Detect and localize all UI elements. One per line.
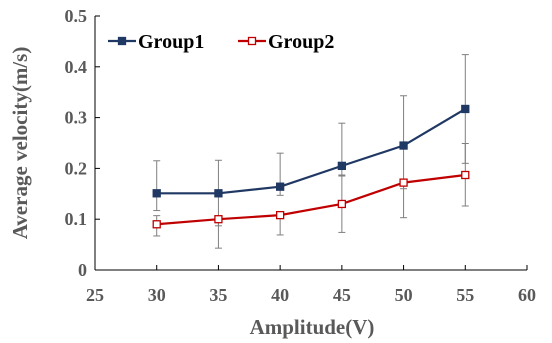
data-point xyxy=(461,170,470,180)
data-point xyxy=(275,210,285,220)
legend-label: Group1 xyxy=(138,31,204,53)
x-axis-title: Amplitude(V) xyxy=(250,315,375,339)
series-line-group1 xyxy=(156,108,466,195)
y-tick-label: 0.5 xyxy=(65,6,88,26)
legend-label: Group2 xyxy=(268,31,334,53)
y-tick-label: 0.1 xyxy=(65,209,88,229)
data-point xyxy=(214,189,223,198)
data-point xyxy=(152,189,161,198)
data-point xyxy=(275,182,285,191)
data-point xyxy=(337,199,347,209)
data-point xyxy=(399,178,408,187)
data-point xyxy=(152,220,161,229)
y-tick-label: 0.3 xyxy=(65,108,88,128)
data-point xyxy=(461,104,470,114)
x-tick-label: 40 xyxy=(271,285,289,305)
y-tick-label: 0.4 xyxy=(65,57,88,77)
x-tick-label: 45 xyxy=(333,285,351,305)
y-axis-title: Average velocity(m/s) xyxy=(8,47,32,240)
data-point xyxy=(214,215,223,224)
series-line-group2 xyxy=(156,173,466,226)
x-tick-label: 25 xyxy=(86,285,104,305)
x-tick-label: 60 xyxy=(518,285,536,305)
x-tick-label: 35 xyxy=(209,285,227,305)
x-tick-label: 55 xyxy=(456,285,474,305)
x-tick-label: 30 xyxy=(148,285,166,305)
data-point xyxy=(399,141,408,150)
y-tick-label: 0 xyxy=(78,260,87,280)
data-point xyxy=(337,161,347,171)
x-tick-label: 50 xyxy=(395,285,413,305)
legend-marker xyxy=(247,36,257,46)
plot-area: 0 0.1 0.2 0.3 0.4 0.5 25 30 35 40 45 50 55 60 Group1 Gr… xyxy=(65,6,537,305)
y-tick-label: 0.2 xyxy=(65,158,88,178)
legend-marker xyxy=(117,36,127,46)
